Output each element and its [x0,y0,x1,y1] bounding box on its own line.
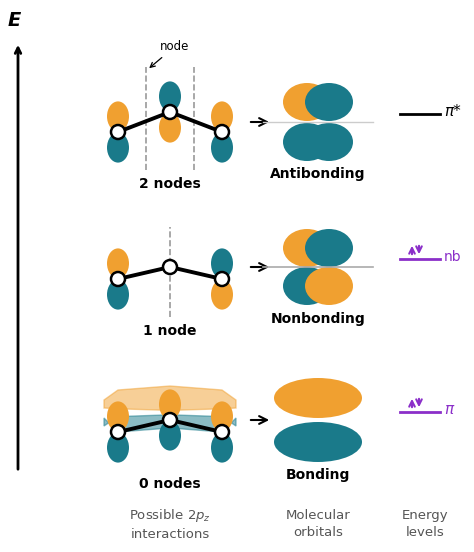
Ellipse shape [159,421,181,450]
Ellipse shape [211,433,233,463]
Ellipse shape [211,132,233,163]
Ellipse shape [283,83,331,121]
Ellipse shape [274,422,362,462]
Text: E: E [7,11,21,30]
Text: Antibonding: Antibonding [270,167,366,181]
Ellipse shape [107,433,129,463]
Ellipse shape [211,280,233,310]
Text: Energy
levels: Energy levels [401,509,448,539]
Text: Molecular
orbitals: Molecular orbitals [286,509,350,539]
Text: nb: nb [444,250,462,264]
Ellipse shape [305,123,353,161]
Ellipse shape [305,229,353,267]
Ellipse shape [305,83,353,121]
Ellipse shape [283,267,331,305]
Text: Nonbonding: Nonbonding [271,312,365,326]
Polygon shape [104,386,236,410]
Text: π: π [444,402,453,417]
Circle shape [111,425,125,439]
Text: node: node [150,40,190,67]
Ellipse shape [107,280,129,310]
Text: 0 nodes: 0 nodes [139,477,201,491]
Ellipse shape [274,378,362,418]
Ellipse shape [305,267,353,305]
Ellipse shape [211,102,233,131]
Circle shape [111,125,125,139]
Text: Bonding: Bonding [286,468,350,482]
Text: 1 node: 1 node [143,324,197,338]
Ellipse shape [283,229,331,267]
Ellipse shape [211,248,233,278]
Ellipse shape [159,81,181,112]
Ellipse shape [159,389,181,420]
Circle shape [163,413,177,427]
Circle shape [215,125,229,139]
Ellipse shape [107,248,129,278]
Ellipse shape [107,132,129,163]
Circle shape [163,260,177,274]
Polygon shape [104,415,236,432]
Circle shape [163,105,177,119]
Ellipse shape [107,401,129,432]
Circle shape [111,272,125,286]
Ellipse shape [107,102,129,131]
Text: Possible $2p_z$
interactions: Possible $2p_z$ interactions [129,507,211,541]
Ellipse shape [211,401,233,432]
Text: π*: π* [444,104,461,119]
Circle shape [215,272,229,286]
Ellipse shape [159,113,181,142]
Circle shape [215,425,229,439]
Ellipse shape [283,123,331,161]
Text: 2 nodes: 2 nodes [139,177,201,191]
